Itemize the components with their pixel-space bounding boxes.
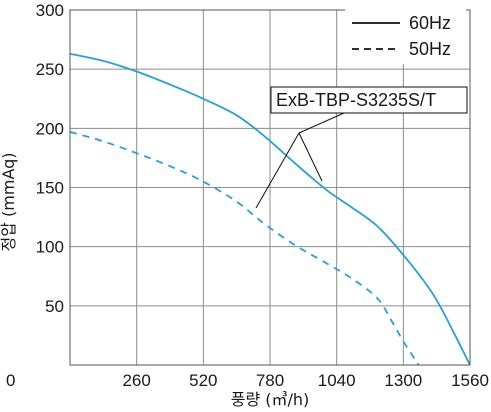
legend-label-60hz: 60Hz	[409, 13, 451, 33]
annotation-box	[270, 86, 468, 114]
x-tick-label: 1560	[451, 371, 489, 390]
series-line-50Hz	[69, 131, 420, 366]
x-tick-label: 1300	[384, 371, 422, 390]
x-tick-label: 520	[189, 371, 217, 390]
y-tick-label: 100	[36, 238, 64, 257]
legend: 60Hz 50Hz	[345, 8, 466, 64]
x-tick-label: 780	[256, 371, 284, 390]
x-tick-label: 1040	[318, 371, 356, 390]
x-tick-labels: 0 260 520 780 1040 1300 1560	[6, 371, 489, 390]
x-axis-title: 풍량 (㎥/h)	[231, 390, 310, 409]
annotation-pointer-left	[255, 132, 300, 209]
y-tick-label: 300	[36, 1, 64, 20]
series-60Hz	[69, 52, 471, 366]
series-layer	[69, 52, 471, 366]
annotation-label: ExB-TBP-S3235S/T	[276, 90, 436, 110]
x-tick-label: 260	[122, 371, 150, 390]
x-tick-label: 0	[6, 371, 15, 390]
y-tick-label: 250	[36, 60, 64, 79]
y-tick-label: 200	[36, 119, 64, 138]
annotation-pointer-right	[298, 132, 323, 182]
y-tick-label: 50	[45, 297, 64, 316]
y-tick-label: 150	[36, 179, 64, 198]
series-line-60Hz	[69, 52, 471, 366]
plot-frame	[69, 9, 471, 366]
plot-border	[69, 9, 471, 366]
y-tick-labels: 50 100 150 200 250 300	[36, 1, 64, 316]
model-annotation: ExB-TBP-S3235S/T	[255, 86, 468, 209]
legend-label-50hz: 50Hz	[409, 39, 451, 59]
annotation-pointer-box	[298, 112, 345, 134]
legend-box	[345, 8, 466, 64]
series-50Hz	[69, 131, 420, 366]
y-axis-title: 정압 (mmAq)	[0, 152, 18, 251]
